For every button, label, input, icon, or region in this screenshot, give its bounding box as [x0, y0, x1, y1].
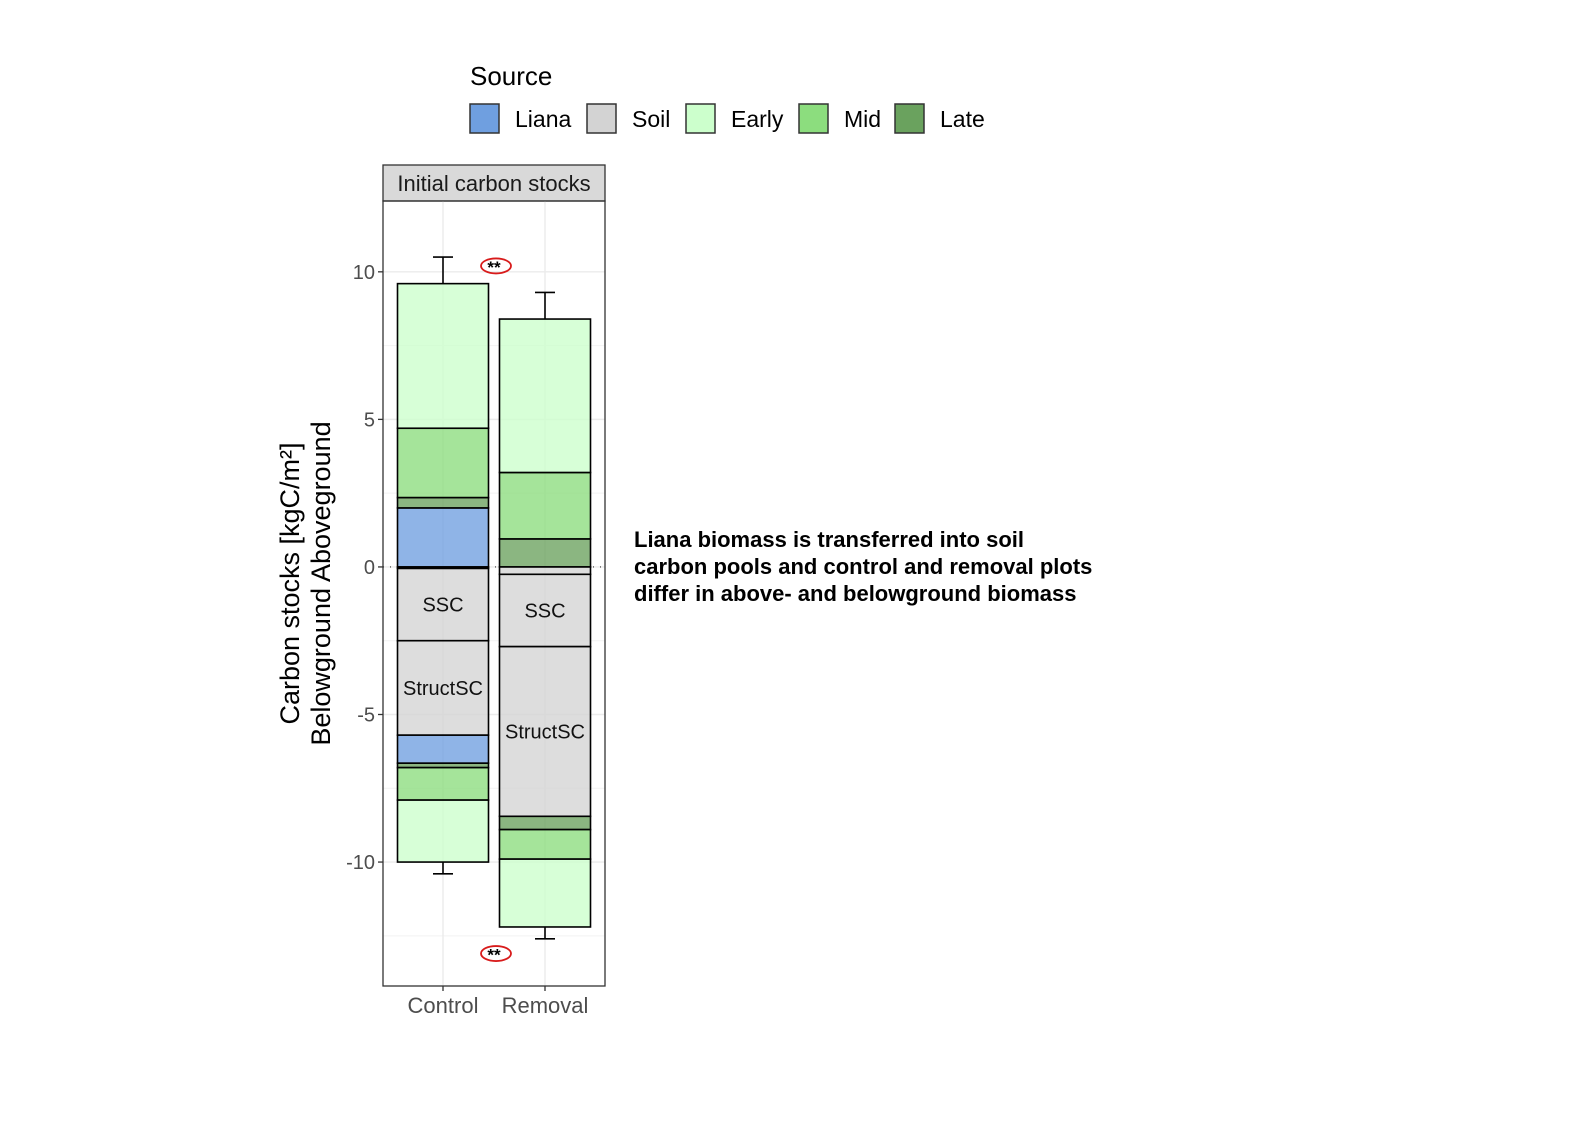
panel-border — [382, 200, 606, 987]
significance-label: ** — [487, 946, 501, 965]
bar-segment-control-early — [396, 799, 490, 863]
significance-circle — [480, 945, 512, 962]
bar-segment-control-mid — [396, 427, 490, 499]
legend-swatch-soil — [586, 103, 617, 134]
y-tick-label: 5 — [364, 409, 375, 431]
bar-segment-control-soil — [396, 567, 490, 642]
bar-segment-removal-late — [498, 815, 592, 831]
annotation-text: Liana biomass is transferred into soil c… — [634, 527, 1093, 606]
legend-title: Source — [470, 61, 552, 91]
y-tick-label: -5 — [357, 704, 375, 726]
segment-label-ssc: SSC — [422, 595, 463, 617]
bar-segment-control-late — [396, 496, 490, 509]
bar-segment-removal-soil — [498, 573, 592, 648]
legend-label-liana: Liana — [515, 106, 571, 132]
bar-segment-removal-early — [498, 858, 592, 928]
y-tick-label: 0 — [364, 557, 375, 579]
x-tick-label: Removal — [502, 993, 589, 1018]
legend-label-soil: Soil — [632, 106, 670, 132]
legend-swatch-mid — [798, 103, 829, 134]
bar-segment-removal-soil — [498, 645, 592, 818]
bar-segment-control-mid — [396, 766, 490, 801]
y-tick-label: -10 — [346, 852, 375, 874]
x-tick-label: Control — [408, 993, 479, 1018]
significance-circle — [480, 257, 512, 275]
legend-label-early: Early — [731, 106, 784, 132]
y-axis-subtitle: Belowground Aboveground — [306, 421, 336, 745]
bar-segment-control-liana — [396, 734, 490, 764]
bar-segment-removal-early — [498, 318, 592, 474]
bar-segment-removal-mid — [498, 828, 592, 860]
bar-segment-control-early — [396, 282, 490, 430]
legend-label-mid: Mid — [844, 106, 881, 132]
segment-label-ssc: SSC — [524, 600, 565, 622]
legend-label-late: Late — [940, 106, 985, 132]
bar-segment-removal-late — [498, 538, 592, 568]
facet-strip-label: Initial carbon stocks — [397, 171, 590, 196]
y-axis-title: Carbon stocks [kgC/m²] — [275, 442, 305, 724]
legend-swatch-liana — [469, 103, 500, 134]
legend-swatch-early — [685, 103, 716, 134]
significance-label: ** — [487, 258, 501, 277]
bar-segment-removal-soil — [498, 566, 592, 576]
segment-label-structsc: StructSC — [403, 678, 483, 700]
facet-strip — [382, 164, 606, 202]
y-tick-label: 10 — [353, 262, 375, 284]
segment-label-structsc: StructSC — [505, 721, 585, 743]
bar-segment-control-liana — [396, 507, 490, 568]
bar-segment-control-soil — [396, 639, 490, 736]
legend-swatch-late — [894, 103, 925, 134]
bar-segment-removal-mid — [498, 471, 592, 540]
